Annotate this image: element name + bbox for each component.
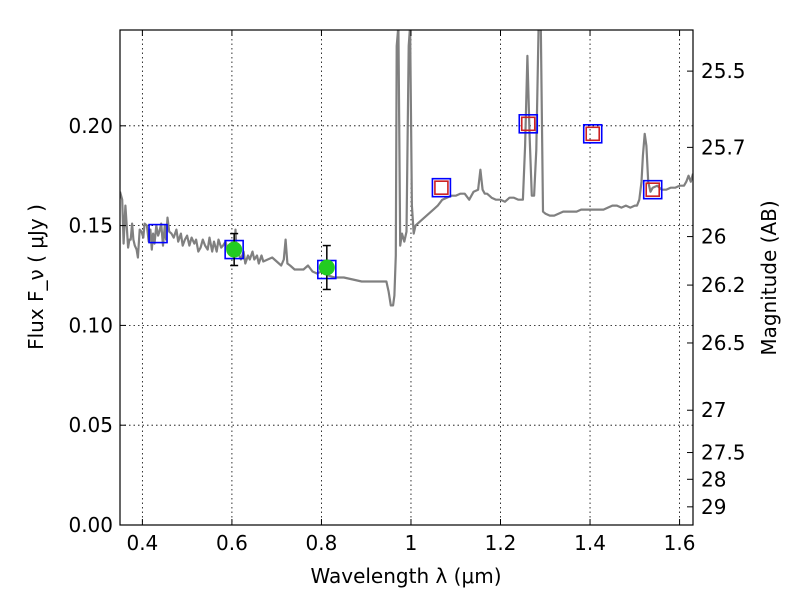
model-photometry-square bbox=[518, 114, 539, 134]
x-tick-label: 0.8 bbox=[306, 531, 338, 555]
observed-photometry-square bbox=[434, 180, 449, 195]
detection-point bbox=[226, 241, 243, 258]
mag-tick-label: 26.2 bbox=[701, 273, 746, 297]
series-layer bbox=[120, 30, 693, 307]
x-tick-label: 0.6 bbox=[216, 531, 248, 555]
marker-layer bbox=[148, 114, 663, 291]
mag-tick-label: 26 bbox=[701, 225, 726, 249]
mag-tick-label: 25.7 bbox=[701, 135, 746, 159]
detection-point bbox=[318, 259, 335, 276]
observed-photometry-square bbox=[645, 182, 661, 197]
observed-photometry-square bbox=[520, 116, 536, 132]
mag-tick-label: 27 bbox=[701, 398, 726, 422]
mag-tick-label: 28 bbox=[701, 467, 726, 491]
x-tick-label: 0.4 bbox=[126, 531, 158, 555]
mag-tick-label: 29 bbox=[701, 495, 726, 519]
mag-tick-label: 26.5 bbox=[701, 331, 746, 355]
model-photometry-square bbox=[431, 177, 452, 198]
x-axis-title: Wavelength λ (μm) bbox=[310, 564, 501, 588]
y-axis-title: Flux F_ν ( μJy ) bbox=[24, 204, 48, 350]
x-tick-label: 1 bbox=[405, 531, 418, 555]
x-tick-label: 1.4 bbox=[574, 531, 606, 555]
y-tick-label: 0.05 bbox=[68, 413, 113, 437]
x-tick-label: 1.6 bbox=[664, 531, 696, 555]
spectrum-line bbox=[120, 30, 693, 307]
y-tick-label: 0.00 bbox=[68, 513, 113, 537]
model-photometry-square bbox=[582, 123, 603, 144]
observed-photometry-square bbox=[585, 126, 601, 142]
tick-layer: 0.4 0.6 0.8 1 1.2 1.4 1.6 0.00 0.05 0.10 0.15 0.20 2… bbox=[68, 30, 746, 555]
y-tick-label: 0.10 bbox=[68, 313, 113, 337]
grid-lines bbox=[120, 30, 693, 525]
right-axis-title: Magnitude (AB) bbox=[757, 200, 781, 355]
model-photometry-square bbox=[642, 179, 663, 200]
y-tick-label: 0.20 bbox=[68, 114, 113, 138]
mag-tick-label: 25.5 bbox=[701, 59, 746, 83]
plot-frame bbox=[119, 29, 694, 526]
model-photometry-square bbox=[148, 223, 168, 244]
y-tick-label: 0.15 bbox=[68, 214, 113, 238]
x-tick-label: 1.2 bbox=[485, 531, 517, 555]
mag-tick-label: 27.5 bbox=[701, 441, 746, 465]
